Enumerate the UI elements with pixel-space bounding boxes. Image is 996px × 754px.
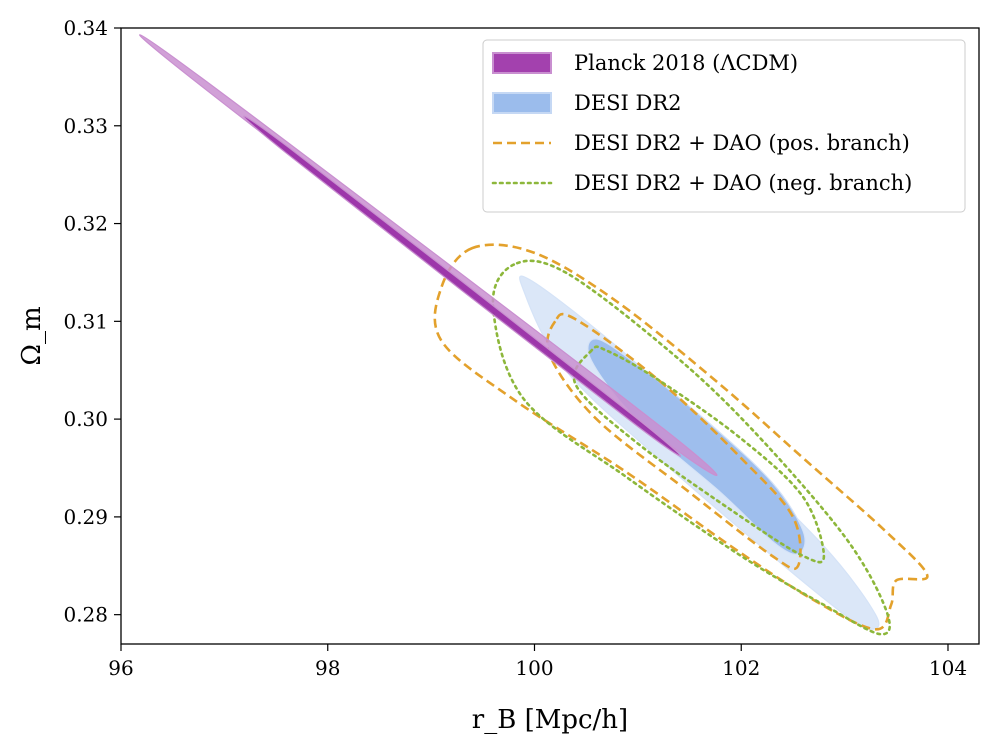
legend-label-desi-dr2-dao-pos-branch: DESI DR2 + DAO (pos. branch): [574, 131, 910, 155]
y-tick-label-0.32: 0.32: [63, 212, 108, 236]
legend-swatch-planck-2018-cdm: [492, 52, 552, 74]
y-tick-label-0.31: 0.31: [63, 309, 108, 333]
x-tick-label-102: 102: [722, 656, 760, 680]
contour-layer: [139, 34, 929, 636]
y-tick-label-0.29: 0.29: [63, 505, 108, 529]
legend-label-planck-2018-cdm: Planck 2018 (ΛCDM): [574, 51, 798, 75]
y-tick-label-0.28: 0.28: [63, 603, 108, 627]
y-tick-label-0.30: 0.30: [63, 407, 108, 431]
x-axis-title: r_B [Mpc/h]: [472, 705, 628, 735]
contour-desi-dr2-dao-neg-branch-68: [572, 345, 826, 564]
legend-box: [482, 39, 966, 213]
legend: Planck 2018 (ΛCDM) DESI DR2 DESI DR2 + DAO…: [482, 39, 966, 213]
legend-label-desi-dr2: DESI DR2: [574, 91, 682, 115]
contour-planck-2018-cdm-68: [243, 115, 681, 457]
y-axis-title: Ω_m: [17, 306, 47, 365]
legend-label-desi-dr2-dao-neg-branch: DESI DR2 + DAO (neg. branch): [574, 171, 912, 195]
legend-swatch-desi-dr2: [492, 92, 552, 114]
contour-desi-dr2-dao-pos-branch-95: [433, 243, 929, 631]
contour-desi-dr2-dao-pos-branch-68: [545, 312, 802, 571]
contour-desi-dr2-dao-neg-branch-95: [491, 259, 892, 636]
x-tick-label-98: 98: [315, 656, 340, 680]
y-tick-label-0.34: 0.34: [63, 16, 108, 40]
y-tick-label-0.33: 0.33: [63, 114, 108, 138]
x-tick-label-100: 100: [515, 656, 553, 680]
x-tick-label-104: 104: [929, 656, 967, 680]
x-tick-label-96: 96: [108, 656, 133, 680]
axis-ticks: 96 98 100 102 104 0.28 0.29 0.30 0.31 0.32 0.33 0.3…: [63, 16, 967, 680]
plot-frame: [120, 27, 980, 645]
